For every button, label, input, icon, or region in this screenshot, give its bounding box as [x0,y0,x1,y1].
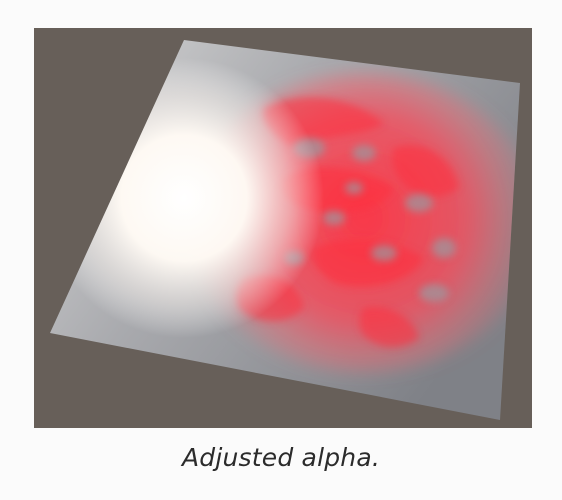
figure-caption: Adjusted alpha. [181,443,381,472]
render-viewport [34,28,532,428]
light-spot [50,58,324,338]
scene-render [50,40,520,420]
